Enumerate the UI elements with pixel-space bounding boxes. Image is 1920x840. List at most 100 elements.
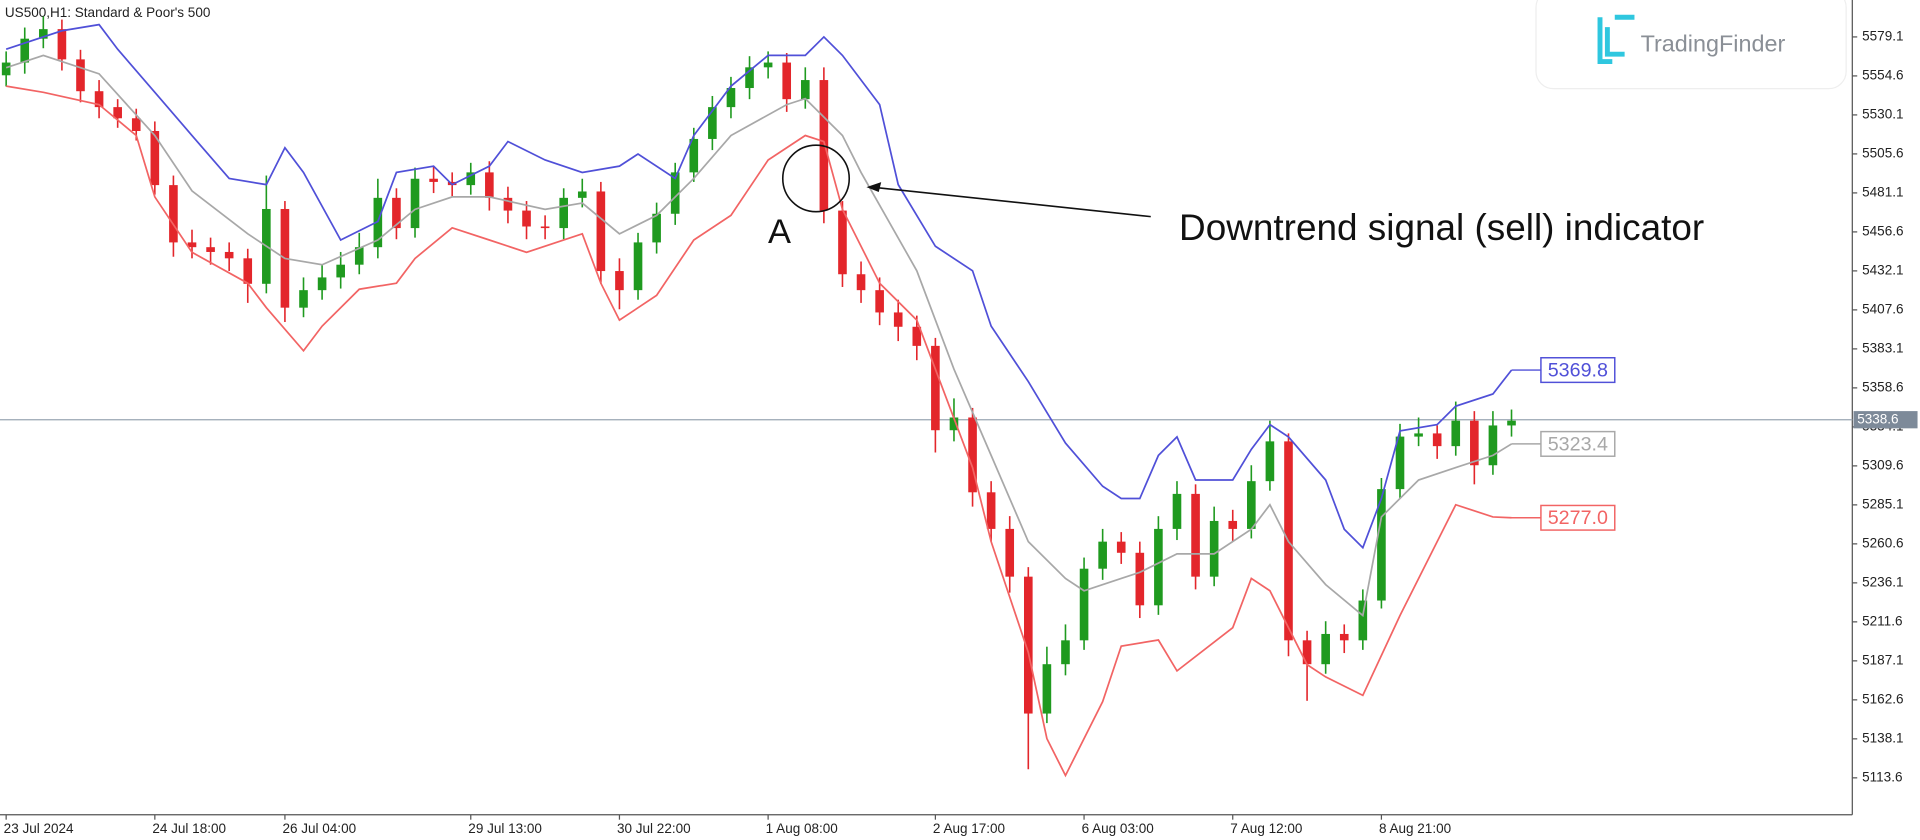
signal-arrow: [871, 186, 1151, 218]
candle-body: [1209, 520, 1219, 577]
candle-body: [485, 172, 494, 198]
candle-body: [20, 38, 30, 63]
band-end-label: 5369.8: [1548, 359, 1608, 381]
candle-body: [466, 172, 476, 186]
band-line: [6, 85, 1512, 778]
x-tick-label: 26 Jul 04:00: [282, 821, 356, 836]
candle-body: [1358, 600, 1368, 641]
candle-body: [1154, 528, 1163, 606]
logo-text: TradingFinder: [1641, 31, 1786, 57]
candle-body: [986, 492, 996, 529]
y-tick-label: 5530.1: [1862, 106, 1903, 121]
candle-body: [540, 226, 550, 229]
signal-marker: A: [768, 213, 791, 251]
x-tick-label: 30 Jul 22:00: [617, 821, 691, 836]
y-tick-label: 5138.1: [1862, 730, 1903, 745]
candle-body: [633, 242, 643, 291]
y-tick-label: 5236.1: [1862, 574, 1903, 589]
candle-body: [354, 247, 364, 265]
logo-icon: [1597, 14, 1635, 64]
band-tag: [1540, 430, 1616, 457]
candle-body: [1451, 420, 1461, 447]
band-end-label: 5323.4: [1548, 433, 1608, 455]
candle-body: [893, 312, 903, 327]
candle-body: [745, 67, 754, 89]
x-tick-label: 1 Aug 08:00: [766, 821, 838, 836]
candle-body: [429, 178, 438, 182]
y-tick-label: 5187.1: [1862, 652, 1903, 667]
x-tick-label: 29 Jul 13:00: [468, 821, 542, 836]
y-tick-label: 5162.6: [1862, 691, 1903, 706]
band-line: [5, 23, 1513, 550]
y-tick-label: 5407.6: [1862, 301, 1903, 316]
candle-body: [782, 62, 792, 100]
chart-title: US500,H1: Standard & Poor's 500: [5, 5, 210, 20]
candle-body: [1339, 633, 1349, 641]
candle-body: [1432, 433, 1442, 447]
x-tick-label: 6 Aug 03:00: [1082, 821, 1154, 836]
candle-body: [838, 210, 847, 275]
candle-body: [931, 345, 940, 431]
candle-body: [131, 118, 141, 131]
y-tick-label: 5383.1: [1862, 340, 1903, 355]
candle-body: [1191, 493, 1200, 577]
band-end-label: 5277.0: [1548, 507, 1608, 529]
candle-body: [243, 258, 253, 284]
candle-body: [522, 210, 531, 227]
y-tick-label: 5432.1: [1862, 262, 1903, 277]
candle-body: [800, 80, 810, 100]
candle-body: [1507, 420, 1516, 426]
candle-body: [187, 242, 197, 248]
price-line-tag: [1853, 411, 1918, 429]
candle-body: [1488, 425, 1498, 466]
x-tick-label: 23 Jul 2024: [4, 821, 74, 836]
candle-body: [1005, 528, 1015, 577]
candle-body: [559, 197, 568, 229]
y-tick-label: 5579.1: [1862, 29, 1903, 44]
candle-body: [968, 417, 977, 493]
candle-body: [1, 62, 11, 76]
y-tick-label: 5358.6: [1862, 379, 1903, 394]
y-tick-label: 5481.1: [1862, 184, 1903, 199]
band-tag: [1540, 504, 1616, 531]
candle-body: [689, 138, 699, 173]
logo-box: [1535, 0, 1847, 90]
candle-body: [1377, 489, 1386, 601]
candle-body: [1098, 541, 1107, 569]
candle-body: [875, 290, 884, 313]
annotation-text: Downtrend signal (sell) indicator: [1179, 207, 1704, 248]
candle-body: [410, 178, 420, 229]
candle-body: [1395, 436, 1405, 490]
y-tick-label: 5211.6: [1862, 613, 1902, 628]
y-tick-label: 5456.6: [1862, 223, 1903, 238]
candle-body: [94, 91, 104, 108]
candle-body: [949, 417, 959, 431]
candle-body: [39, 29, 48, 39]
y-tick-label: 5505.6: [1862, 145, 1903, 160]
candle-body: [206, 247, 215, 252]
candle-body: [392, 197, 401, 229]
price-line-label: 5338.6: [1857, 411, 1898, 426]
candle-body: [912, 326, 922, 346]
candle-body: [577, 191, 587, 198]
plot-area: [0, 16, 1853, 778]
y-tick-label: 5554.6: [1862, 68, 1903, 83]
candle-body: [1024, 576, 1033, 714]
signal-circle: [781, 144, 851, 213]
candle-body: [113, 107, 122, 119]
candle-body: [336, 264, 345, 278]
candle-body: [1172, 493, 1182, 529]
candle-body: [57, 29, 67, 60]
candle-body: [1247, 481, 1256, 529]
candle-body: [76, 59, 85, 92]
candle-body: [1414, 433, 1423, 437]
candle-body: [856, 274, 866, 291]
candle-body: [1228, 520, 1238, 529]
candle-body: [726, 88, 736, 108]
candle-body: [169, 185, 178, 243]
y-tick-label: 5260.6: [1862, 535, 1903, 550]
x-tick-label: 24 Jul 18:00: [152, 821, 226, 836]
candle-body: [1042, 664, 1052, 714]
